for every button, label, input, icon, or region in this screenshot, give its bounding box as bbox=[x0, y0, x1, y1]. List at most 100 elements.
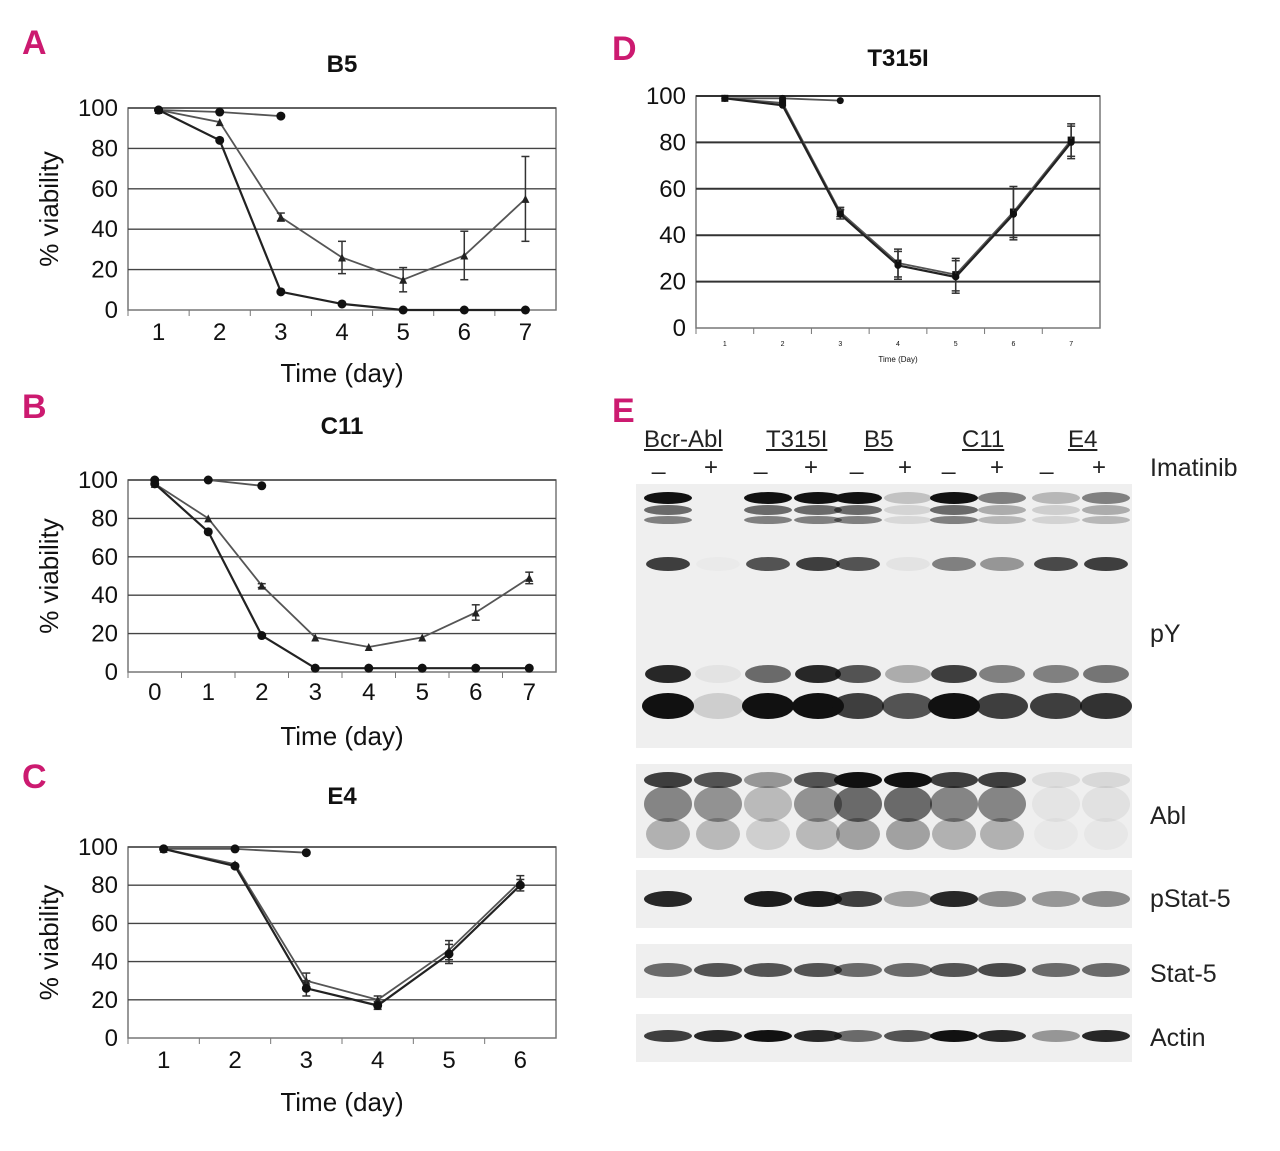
lane-header-t315i: T315I bbox=[766, 426, 828, 453]
band bbox=[834, 786, 882, 822]
x-tick-label: 2 bbox=[228, 1047, 241, 1074]
data-point bbox=[215, 118, 224, 127]
band bbox=[794, 772, 842, 788]
x-tick-label: 4 bbox=[362, 679, 375, 706]
data-point bbox=[276, 287, 286, 297]
x-tick-label: 3 bbox=[274, 319, 287, 346]
data-point bbox=[257, 481, 267, 491]
data-point bbox=[301, 848, 311, 858]
band bbox=[930, 516, 978, 524]
band bbox=[836, 818, 880, 850]
data-point bbox=[399, 275, 408, 284]
y-tick-label: 0 bbox=[105, 297, 118, 324]
band bbox=[884, 1030, 932, 1042]
x-tick-label: 7 bbox=[519, 319, 532, 346]
data-point bbox=[836, 97, 844, 105]
data-point bbox=[524, 663, 534, 673]
data-point bbox=[471, 608, 480, 617]
x-tick-label: 3 bbox=[838, 341, 842, 348]
band bbox=[644, 963, 692, 977]
x-tick-label: 2 bbox=[213, 319, 226, 346]
band bbox=[794, 891, 842, 907]
data-point bbox=[515, 880, 525, 890]
y-tick-label: 80 bbox=[91, 135, 118, 162]
band bbox=[835, 665, 881, 683]
sign-minus: _ bbox=[652, 448, 666, 475]
x-tick-label: 6 bbox=[458, 319, 471, 346]
panel-label-e: E bbox=[612, 392, 635, 430]
x-tick-label: 0 bbox=[148, 679, 161, 706]
row-label-py: pY bbox=[1150, 620, 1181, 648]
blot-strip-py bbox=[636, 484, 1132, 748]
x-tick-label: 4 bbox=[896, 341, 900, 348]
data-point bbox=[398, 305, 408, 315]
band bbox=[792, 693, 844, 719]
band bbox=[644, 492, 692, 504]
y-tick-label: 100 bbox=[78, 834, 118, 861]
data-point bbox=[459, 305, 469, 315]
y-tick-label: 0 bbox=[105, 1025, 118, 1052]
band bbox=[884, 516, 932, 524]
series-line bbox=[154, 483, 530, 648]
y-tick-label: 60 bbox=[659, 176, 686, 203]
band bbox=[794, 492, 842, 504]
band bbox=[794, 1030, 842, 1042]
band bbox=[884, 891, 932, 907]
lane-header-e4: E4 bbox=[1068, 426, 1098, 453]
band bbox=[795, 665, 841, 683]
sign-plus: + bbox=[990, 454, 1005, 481]
band bbox=[1082, 772, 1130, 788]
data-point bbox=[373, 1001, 383, 1011]
band bbox=[744, 505, 792, 515]
x-tick-label: 5 bbox=[416, 679, 429, 706]
x-axis-label: Time (day) bbox=[280, 1087, 403, 1117]
band bbox=[1080, 693, 1132, 719]
sign-minus: _ bbox=[850, 448, 864, 475]
row-label-pstat5: pStat-5 bbox=[1150, 885, 1231, 913]
panel-label-b: B bbox=[22, 388, 47, 426]
band bbox=[930, 786, 978, 822]
y-tick-label: 0 bbox=[105, 659, 118, 686]
data-point bbox=[276, 111, 286, 121]
band bbox=[744, 963, 792, 977]
band bbox=[1082, 1030, 1130, 1042]
x-tick-label: 1 bbox=[723, 341, 727, 348]
band bbox=[980, 818, 1024, 850]
band bbox=[742, 693, 794, 719]
band bbox=[978, 786, 1026, 822]
band bbox=[931, 665, 977, 683]
band bbox=[746, 818, 790, 850]
plot-frame bbox=[127, 846, 557, 1039]
y-tick-label: 80 bbox=[91, 872, 118, 899]
band bbox=[744, 772, 792, 788]
data-point bbox=[338, 253, 346, 262]
band bbox=[1032, 492, 1080, 504]
band bbox=[644, 772, 692, 788]
data-point bbox=[525, 573, 534, 582]
y-tick-label: 60 bbox=[91, 910, 118, 937]
band bbox=[794, 516, 842, 524]
band bbox=[832, 693, 884, 719]
band bbox=[1082, 516, 1130, 524]
row-label-stat5: Stat-5 bbox=[1150, 960, 1217, 988]
data-point bbox=[520, 305, 530, 315]
y-tick-label: 20 bbox=[91, 621, 118, 648]
y-axis-label: % viability bbox=[34, 885, 64, 1001]
band bbox=[644, 516, 692, 524]
y-tick-label: 40 bbox=[659, 222, 686, 249]
band bbox=[979, 665, 1025, 683]
data-point bbox=[230, 861, 240, 871]
sign-plus: + bbox=[1092, 454, 1107, 481]
x-tick-label: 1 bbox=[202, 679, 215, 706]
data-point bbox=[311, 633, 320, 642]
lane-header-bcr-abl: Bcr-Abl bbox=[644, 426, 723, 453]
data-point bbox=[1009, 210, 1017, 218]
band bbox=[978, 963, 1026, 977]
y-tick-label: 40 bbox=[91, 216, 118, 243]
band bbox=[646, 557, 690, 571]
row-label-actin: Actin bbox=[1150, 1024, 1206, 1052]
data-point bbox=[301, 983, 311, 993]
band bbox=[834, 505, 882, 515]
data-point bbox=[952, 273, 960, 281]
band bbox=[930, 492, 978, 504]
